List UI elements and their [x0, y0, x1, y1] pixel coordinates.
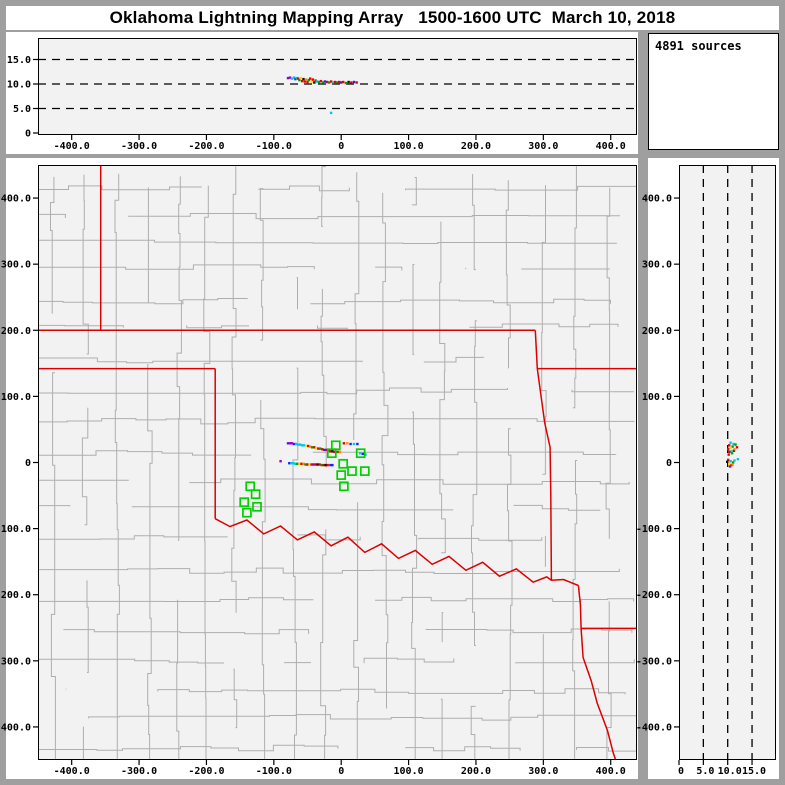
- svg-text:0: 0: [25, 129, 31, 140]
- svg-text:300.0: 300.0: [642, 260, 672, 271]
- svg-text:-400.0: -400.0: [0, 722, 31, 733]
- svg-text:0: 0: [338, 766, 344, 777]
- svg-text:15.0: 15.0: [742, 766, 766, 777]
- svg-text:-300.0: -300.0: [121, 141, 157, 152]
- lma-station-marker: [336, 470, 347, 480]
- plot-frames: [38, 38, 776, 760]
- svg-text:100.0: 100.0: [394, 141, 424, 152]
- svg-text:10.0: 10.0: [718, 766, 742, 777]
- svg-text:-200.0: -200.0: [636, 590, 672, 601]
- svg-text:-100.0: -100.0: [636, 524, 672, 535]
- lma-station-marker: [359, 466, 370, 476]
- lma-station-marker: [250, 489, 261, 500]
- source-count-box: 4891 sources: [648, 33, 779, 150]
- svg-text:10.0: 10.0: [7, 80, 31, 91]
- svg-text:400.0: 400.0: [642, 194, 672, 205]
- svg-text:-100.0: -100.0: [256, 141, 292, 152]
- svg-text:200.0: 200.0: [1, 326, 31, 337]
- svg-text:400.0: 400.0: [1, 194, 31, 205]
- svg-text:300.0: 300.0: [528, 766, 558, 777]
- station-markers: [239, 440, 370, 518]
- svg-text:200.0: 200.0: [461, 141, 491, 152]
- svg-text:300.0: 300.0: [1, 260, 31, 271]
- svg-text:100.0: 100.0: [394, 766, 424, 777]
- lma-station-marker: [239, 497, 250, 508]
- svg-text:100.0: 100.0: [642, 392, 672, 403]
- svg-text:300.0: 300.0: [528, 141, 558, 152]
- svg-text:5.0: 5.0: [13, 104, 31, 115]
- lma-station-marker: [339, 481, 349, 492]
- axis-ticks-labels: -400.0 -400.0 -300.0 -300.0 -200.0 -200.0 -100…: [0, 55, 766, 777]
- ew-altitude-plot[interactable]: [38, 38, 637, 135]
- svg-text:0: 0: [666, 458, 672, 469]
- lma-station-marker: [355, 448, 366, 459]
- svg-text:-200.0: -200.0: [188, 141, 224, 152]
- svg-text:-300.0: -300.0: [121, 766, 157, 777]
- svg-text:200.0: 200.0: [642, 326, 672, 337]
- svg-text:-100.0: -100.0: [256, 766, 292, 777]
- svg-text:200.0: 200.0: [461, 766, 491, 777]
- svg-text:-300.0: -300.0: [0, 656, 31, 667]
- lma-station-marker: [347, 466, 357, 476]
- lma-station-marker: [326, 448, 337, 459]
- svg-text:0: 0: [678, 766, 684, 777]
- sources-ns-altitude: [726, 441, 740, 468]
- svg-text:-400.0: -400.0: [54, 141, 90, 152]
- title-bar: Oklahoma Lightning Mapping Array 1500-16…: [6, 6, 779, 30]
- svg-text:0: 0: [338, 141, 344, 152]
- svg-text:-400.0: -400.0: [54, 766, 90, 777]
- county-grid: [38, 165, 637, 760]
- svg-text:-200.0: -200.0: [188, 766, 224, 777]
- state-border-texas-arkansas-louisiana: [577, 585, 617, 760]
- svg-text:0: 0: [25, 458, 31, 469]
- svg-text:100.0: 100.0: [1, 392, 31, 403]
- svg-text:-300.0: -300.0: [636, 656, 672, 667]
- svg-text:400.0: 400.0: [596, 141, 626, 152]
- lma-station-marker: [245, 481, 256, 492]
- lma-station-marker: [252, 501, 262, 512]
- lma-station-marker: [242, 507, 252, 518]
- svg-text:-200.0: -200.0: [0, 590, 31, 601]
- plan-view-map-plot[interactable]: [38, 165, 637, 760]
- state-border-red-river: [214, 518, 579, 587]
- source-count-label: 4891 sources: [655, 39, 742, 53]
- window-title: Oklahoma Lightning Mapping Array 1500-16…: [109, 8, 676, 27]
- state-borders: [38, 165, 637, 760]
- svg-text:400.0: 400.0: [596, 766, 626, 777]
- svg-text:5.0: 5.0: [696, 766, 714, 777]
- svg-text:-100.0: -100.0: [0, 524, 31, 535]
- state-border-oklahoma-arkansas: [534, 330, 553, 581]
- svg-text:-400.0: -400.0: [636, 722, 672, 733]
- sources-ew-altitude: [286, 76, 358, 115]
- lma-station-marker: [338, 458, 349, 469]
- svg-text:15.0: 15.0: [7, 55, 31, 66]
